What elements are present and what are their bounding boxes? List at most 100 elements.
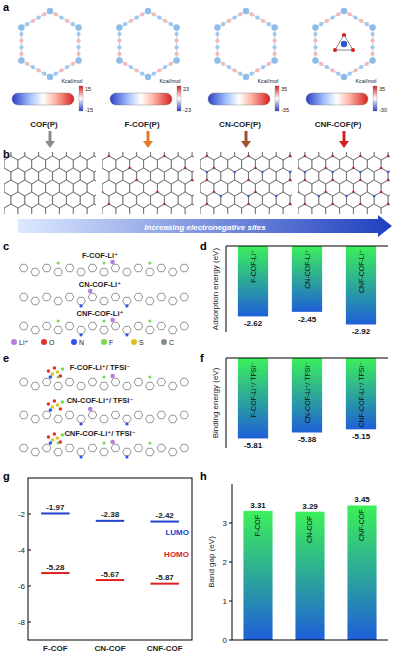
site (345, 195, 348, 198)
data-label: -2.38 (101, 510, 120, 519)
esp-max: 15 (85, 86, 91, 92)
carbon-ring (169, 297, 178, 304)
lattice-cell (235, 152, 249, 160)
carbon-ring (157, 411, 166, 418)
data-label: -1.97 (46, 503, 65, 512)
carbon-ring (123, 415, 132, 422)
tick-label: -8 (18, 618, 26, 627)
site (206, 171, 209, 174)
panel-label: h (200, 470, 207, 482)
ring-atom (215, 52, 219, 56)
ring-atom (313, 52, 317, 56)
lattice-cell (319, 168, 333, 184)
ring-node (47, 74, 53, 80)
lattice-cell (94, 192, 96, 208)
lattice-cell (130, 180, 144, 196)
esp-unit: Kcal/mol (257, 78, 278, 84)
carbon-ring (123, 382, 132, 389)
ring-node (75, 57, 81, 63)
fluorine (57, 319, 60, 322)
ring-atom (325, 65, 329, 69)
panel-label: f (200, 352, 204, 364)
lattice-cell (340, 204, 354, 214)
esp-max: 35 (379, 86, 385, 92)
lattice-cell (207, 168, 221, 184)
bar (346, 246, 376, 324)
lattice-cell (102, 192, 109, 208)
bar (292, 358, 322, 432)
baseline (226, 246, 388, 247)
category-label: CNF-COF-Li⁺/ TFSI⁻ (358, 362, 365, 428)
carbon-ring (123, 297, 132, 304)
data-label: 3.31 (250, 501, 266, 510)
lattice-cell (130, 156, 144, 172)
lattice-cell (4, 204, 18, 214)
energy-level (41, 512, 69, 514)
ring-atom (163, 65, 167, 69)
carbon-ring (169, 448, 178, 455)
carbon-ring (146, 326, 155, 333)
arrow-head (143, 141, 153, 148)
ring-atom (261, 19, 265, 23)
lattice-cell (11, 192, 25, 208)
esp-map (208, 93, 270, 105)
lattice-cell (305, 168, 319, 184)
esp-unit: Kcal/mol (355, 78, 376, 84)
ring-node (116, 57, 122, 63)
lattice-cell (255, 204, 269, 214)
lattice-cell (326, 180, 340, 196)
ring-atom (174, 45, 178, 49)
lattice-cell (319, 152, 333, 160)
lattice-cell (298, 180, 312, 196)
ring-bond (21, 11, 78, 77)
center-atom (351, 48, 355, 52)
ring-atom (19, 52, 23, 56)
ring-atom (261, 65, 265, 69)
tfsi-atom (56, 436, 60, 440)
site (359, 171, 362, 174)
lattice-cell (18, 204, 32, 214)
lattice-cell (255, 156, 269, 172)
ring-atom (250, 12, 254, 16)
lattice-cell (73, 180, 87, 196)
atom-label: C (169, 339, 174, 346)
carbon-ring (19, 411, 28, 418)
lattice-cell (298, 204, 312, 214)
ring-atom (169, 62, 173, 66)
lattice-cell (11, 168, 25, 184)
lattice-cell (249, 168, 263, 184)
ring-atom (272, 52, 276, 56)
lattice-cell (340, 180, 354, 196)
category-label: CN-COF (307, 516, 314, 543)
lattice-cell (235, 192, 249, 208)
atom-key (161, 339, 167, 345)
data-label: -5.28 (46, 563, 65, 572)
lattice-cell (276, 152, 290, 160)
nitrogen (79, 304, 82, 307)
structure-name: CNF-COF(P) (315, 120, 362, 129)
complex-name: CNF-COF-Li⁺ (77, 309, 124, 318)
lattice-cell (87, 180, 96, 196)
lattice-cell (242, 180, 256, 196)
data-label: 3.45 (354, 495, 370, 504)
nitrogen (125, 422, 128, 425)
carbon-ring (134, 293, 143, 300)
ring-atom (117, 45, 121, 49)
trend-arrow (18, 215, 392, 237)
lattice-cell (242, 156, 256, 172)
ring-node (18, 57, 24, 63)
category-label: F-COF-Li⁺/ TFSI⁻ (250, 362, 257, 418)
lattice-cell (4, 156, 18, 172)
ring-atom (359, 19, 363, 23)
atom-label: N (79, 339, 84, 346)
lattice-cell (157, 156, 171, 172)
ring-node (214, 24, 220, 30)
lattice-cell (80, 192, 94, 208)
lattice-cell (333, 192, 347, 208)
frame (28, 478, 192, 640)
fluorine (102, 441, 105, 444)
panel-label: b (3, 148, 10, 160)
ring-atom (19, 32, 23, 36)
carbon-ring (42, 411, 51, 418)
energy-level (96, 579, 124, 581)
